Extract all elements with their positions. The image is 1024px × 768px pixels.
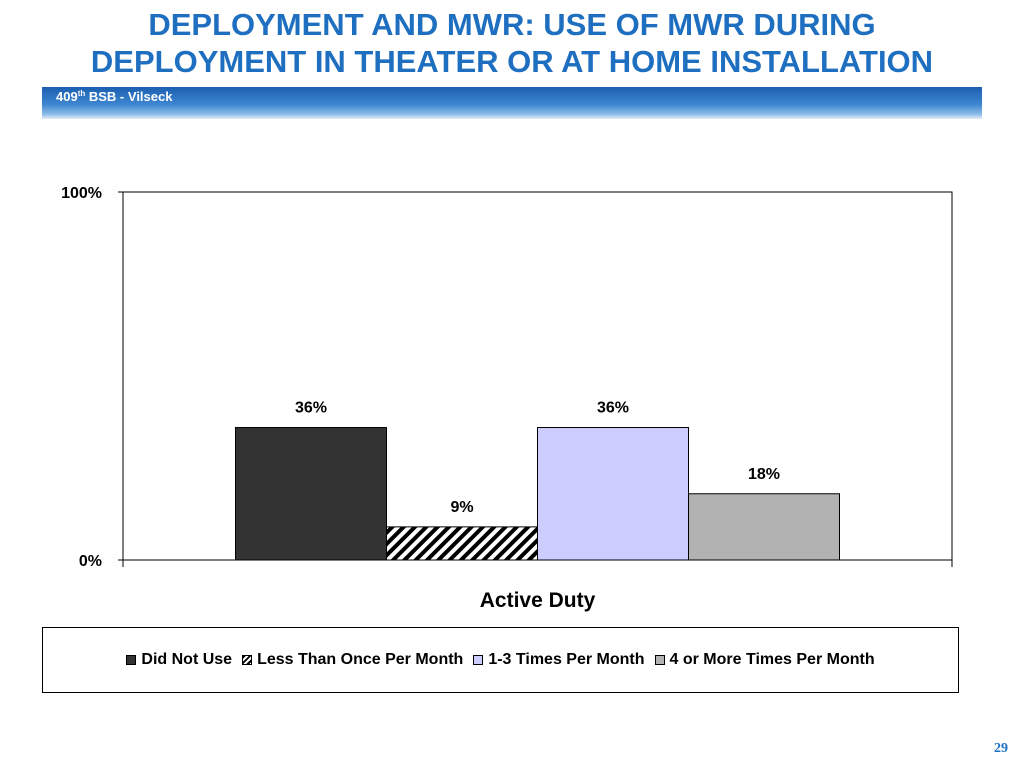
legend-label-4: 4 or More Times Per Month — [669, 651, 875, 668]
slide-title: DEPLOYMENT AND MWR: USE OF MWR DURING DE… — [0, 6, 1024, 80]
data-label-3: 36% — [597, 400, 629, 417]
data-label-4: 18% — [748, 466, 780, 483]
subtitle-bar: 409th BSB - Vilseck — [42, 87, 982, 119]
y-tick-label: 0% — [79, 553, 102, 570]
bar-1 — [235, 427, 387, 561]
slide-title-line-1: DEPLOYMENT AND MWR: USE OF MWR DURING — [148, 7, 876, 42]
legend-swatch-2 — [242, 655, 253, 665]
y-tick-label: 100% — [61, 185, 102, 202]
chart-legend: Did Not Use Less Than Once Per Month 1-3 T… — [42, 627, 959, 693]
bar-4 — [688, 493, 840, 561]
slide-title-line-2: DEPLOYMENT IN THEATER OR AT HOME INSTALL… — [90, 44, 934, 79]
data-label-1: 36% — [295, 400, 327, 417]
legend-swatch-4 — [654, 655, 665, 665]
legend-item-2: Less Than Once Per Month — [242, 651, 463, 669]
legend-label-1: Did Not Use — [141, 651, 233, 668]
subtitle-superscript: th — [77, 89, 86, 98]
x-category-label: Active Duty — [480, 589, 596, 612]
legend-label-2: Less Than Once Per Month — [257, 651, 464, 668]
data-label-2: 9% — [450, 499, 473, 516]
page-number: 29 — [994, 741, 1008, 756]
legend-label-3: 1-3 Times Per Month — [488, 651, 645, 668]
bar-3 — [537, 427, 689, 561]
legend-item-1: Did Not Use — [126, 651, 232, 669]
subtitle-prefix: 409 — [56, 89, 78, 104]
bar-2 — [386, 526, 538, 561]
legend-item-4: 4 or More Times Per Month — [654, 651, 875, 669]
subtitle-suffix: BSB - Vilseck — [85, 89, 173, 104]
bar-chart: 0% 100% 36% 9% 36% 18% Active Duty — [61, 185, 953, 612]
subtitle-text: 409th BSB - Vilseck — [56, 90, 172, 104]
legend-item-3: 1-3 Times Per Month — [473, 651, 645, 669]
legend-swatch-3 — [473, 655, 484, 665]
legend-swatch-1 — [126, 655, 137, 665]
